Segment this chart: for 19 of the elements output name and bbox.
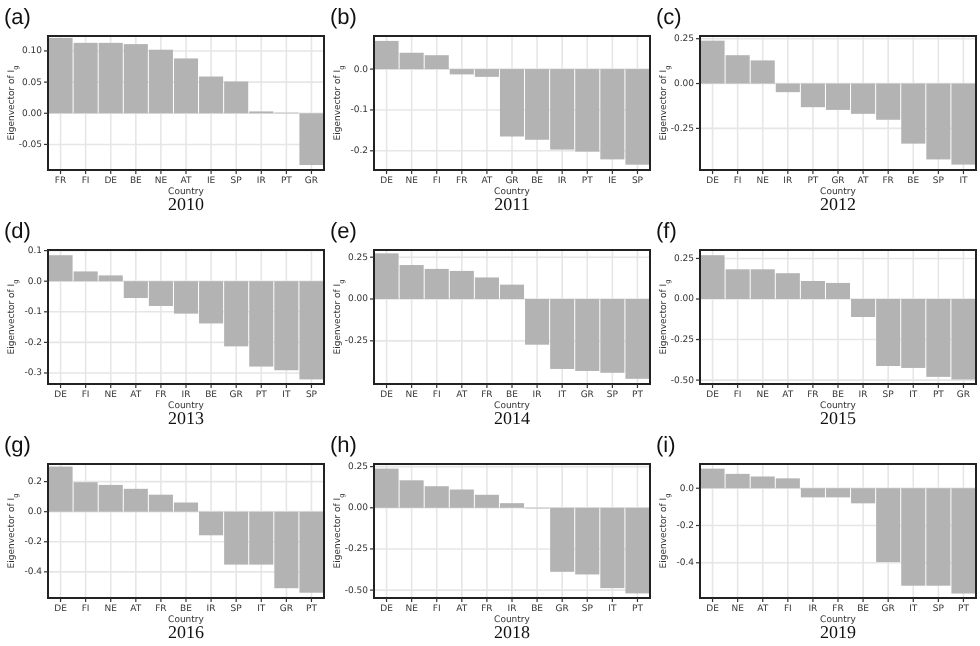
text: (c) [656, 6, 682, 30]
text: 2019 [820, 622, 857, 642]
text: (d) [4, 220, 31, 244]
text: 2012 [820, 194, 856, 214]
text: (i) [656, 434, 676, 458]
text: 2014 [494, 408, 531, 428]
text: (h) [330, 434, 357, 458]
text: 2016 [168, 622, 205, 642]
text: (f) [656, 220, 677, 244]
text: 2011 [494, 194, 530, 214]
text: (e) [330, 220, 357, 244]
text: (b) [330, 6, 357, 30]
text: 2015 [820, 408, 857, 428]
text: (a) [4, 6, 31, 30]
text: 2018 [494, 622, 531, 642]
text: 2010 [168, 194, 205, 214]
text: (g) [4, 434, 31, 458]
text: 2013 [168, 408, 205, 428]
bar [299, 113, 324, 166]
